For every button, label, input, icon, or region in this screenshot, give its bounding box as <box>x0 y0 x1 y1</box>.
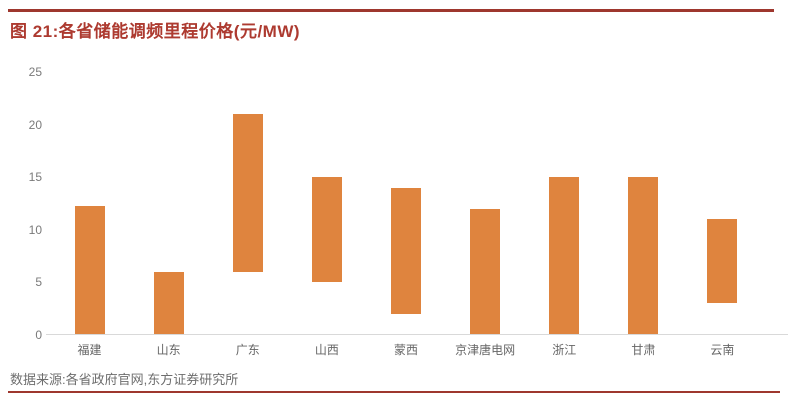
plot-area <box>50 72 762 335</box>
bar-slot <box>287 72 366 335</box>
y-axis-tick-label: 25 <box>28 65 42 79</box>
bar-slot <box>446 72 525 335</box>
bar-slot <box>683 72 762 335</box>
footer-rule <box>8 391 780 393</box>
x-axis-label: 山西 <box>314 343 339 357</box>
range-bar <box>549 177 580 335</box>
range-bar <box>628 177 659 335</box>
range-bar <box>232 114 263 272</box>
range-bar <box>390 187 421 314</box>
range-bar <box>707 219 738 304</box>
bar-slot <box>604 72 683 335</box>
range-bar <box>74 205 105 335</box>
bar-slot <box>129 72 208 335</box>
bar-slot <box>366 72 445 335</box>
x-axis-label: 云南 <box>710 343 735 357</box>
x-axis: 福建 山东 广东 山西 蒙西 京津唐电网 浙江 甘肃 云南 <box>50 343 762 357</box>
y-axis-tick-label: 10 <box>28 222 42 237</box>
range-bar <box>311 177 342 283</box>
x-axis-label: 山东 <box>156 343 181 357</box>
bar-slot <box>50 72 129 335</box>
y-axis-tick-label: 15 <box>28 170 42 185</box>
x-axis-label: 蒙西 <box>393 343 418 357</box>
chart-title: 图 21:各省储能调频里程价格(元/MW) <box>10 22 301 41</box>
x-axis-label: 浙江 <box>552 343 577 357</box>
range-bar <box>470 208 501 335</box>
y-axis-tick-label: 20 <box>28 117 42 132</box>
x-axis-label: 京津唐电网 <box>455 343 516 357</box>
x-axis-line <box>46 334 788 335</box>
x-axis-label: 福建 <box>77 343 102 357</box>
y-axis-tick-label: 0 <box>35 328 42 342</box>
header-rule <box>8 9 774 12</box>
bar-slot <box>208 72 287 335</box>
range-bar <box>153 271 184 335</box>
x-axis-label: 广东 <box>235 343 260 357</box>
x-axis-label: 甘肃 <box>631 343 656 357</box>
source-note: 数据来源:各省政府官网,东方证券研究所 <box>10 372 239 387</box>
bar-slot <box>525 72 604 335</box>
y-axis-tick-label: 5 <box>35 275 42 290</box>
y-axis: 0 5 10 15 20 25 <box>0 66 42 341</box>
